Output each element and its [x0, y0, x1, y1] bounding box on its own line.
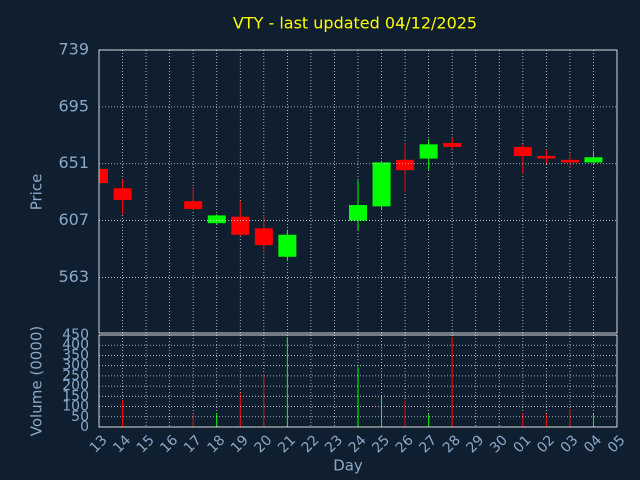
y-axis-label: Price [28, 174, 46, 211]
candle-body [278, 234, 297, 257]
y-tick-label: 150 [62, 388, 89, 404]
y-tick-label: 450 [62, 327, 89, 343]
candle-body [584, 157, 603, 163]
volume-bar [216, 413, 218, 427]
x-tick-label: 05 [605, 432, 629, 456]
x-tick-label: 19 [228, 432, 252, 456]
x-tick-label: 15 [134, 432, 158, 456]
y-tick-label: 50 [71, 409, 89, 425]
candle-body [443, 143, 462, 147]
volume-bar [404, 401, 406, 427]
candle-body [537, 155, 556, 159]
volume-bar [545, 413, 547, 427]
candle-body [254, 228, 273, 246]
y-tick-label: 651 [58, 153, 89, 172]
x-tick-label: 24 [346, 432, 370, 456]
x-tick-label: 25 [369, 432, 393, 456]
x-tick-label: 17 [181, 432, 205, 456]
y-tick-label: 100 [62, 399, 89, 415]
x-tick-label: 20 [252, 432, 276, 456]
x-tick-label: 21 [275, 432, 299, 456]
x-tick-label: 26 [393, 432, 417, 456]
x-tick-label: 30 [487, 432, 511, 456]
x-tick-label: 01 [511, 432, 535, 456]
candle-body [184, 201, 203, 209]
price-plot [99, 50, 617, 333]
volume-plot [99, 335, 617, 427]
candle-body [513, 146, 532, 156]
y-tick-label: 350 [62, 347, 89, 363]
y-tick-label: 250 [62, 368, 89, 384]
chart-title: VTY - last updated 04/12/2025 [233, 14, 477, 33]
candle-body [396, 159, 415, 171]
volume-bar [522, 413, 524, 427]
volume-bar [286, 337, 288, 427]
candle-body [372, 162, 391, 207]
candle-body [207, 215, 226, 224]
y-tick-label: 739 [58, 40, 89, 59]
candle-body [99, 168, 108, 184]
candle-body [231, 216, 250, 235]
candle-body [113, 188, 132, 200]
x-tick-label: 16 [157, 432, 181, 456]
y-axis-label: Volume (0000) [28, 326, 46, 436]
x-tick-label: 14 [110, 432, 134, 456]
y-tick-label: 607 [58, 210, 89, 229]
y-tick-label: 200 [62, 378, 89, 394]
volume-bar [381, 396, 383, 427]
x-tick-label: 02 [534, 432, 558, 456]
y-tick-label: 563 [58, 267, 89, 286]
volume-bar [428, 413, 430, 427]
y-tick-label: 400 [62, 337, 89, 353]
volume-bar [239, 393, 241, 427]
candle-body [419, 144, 438, 159]
x-tick-label: 22 [299, 432, 323, 456]
x-tick-label: 18 [204, 432, 228, 456]
y-tick-label: 300 [62, 358, 89, 374]
x-tick-label: 13 [87, 432, 111, 456]
volume-bar [569, 409, 571, 427]
volume-bar [357, 366, 359, 427]
volume-bar [592, 413, 594, 427]
x-tick-label: 28 [440, 432, 464, 456]
volume-bar [263, 374, 265, 427]
x-tick-label: 03 [558, 432, 582, 456]
x-tick-label: 29 [463, 432, 487, 456]
x-axis-label: Day [333, 457, 363, 475]
x-tick-label: 23 [322, 432, 346, 456]
volume-bar [122, 400, 124, 427]
volume-bar [192, 414, 194, 427]
x-tick-label: 04 [581, 432, 605, 456]
candle-body [560, 159, 579, 163]
candle-body [349, 205, 367, 221]
x-tick-label: 27 [416, 432, 440, 456]
y-tick-label: 695 [58, 96, 89, 115]
y-tick-label: 0 [80, 419, 89, 435]
volume-bar [451, 337, 453, 427]
